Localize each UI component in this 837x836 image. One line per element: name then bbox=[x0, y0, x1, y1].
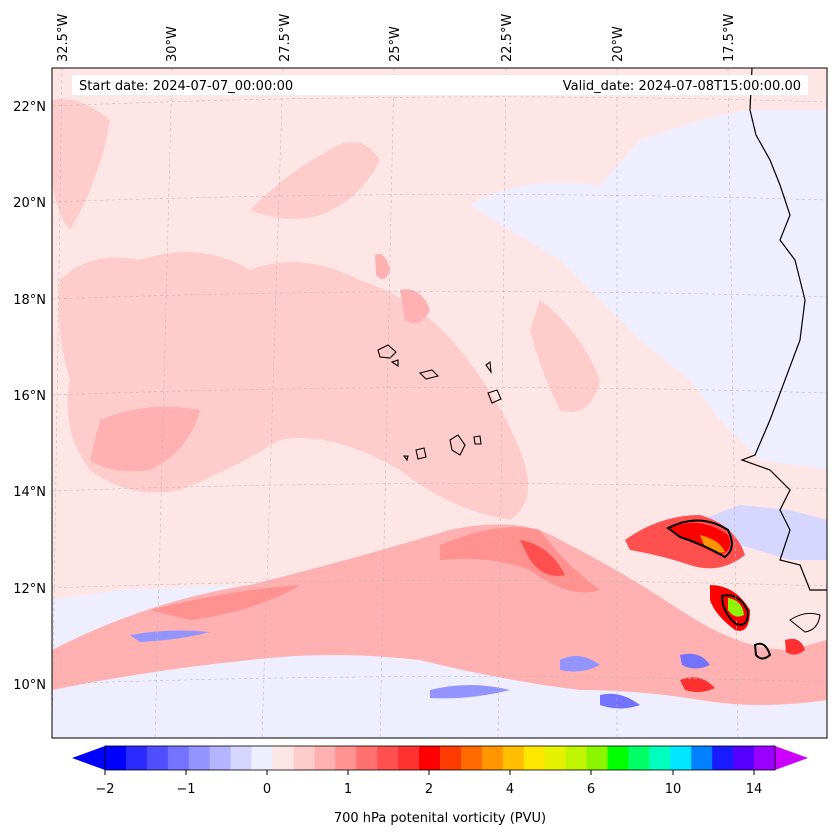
colorbar-bin bbox=[105, 746, 127, 770]
colorbar-bin bbox=[209, 746, 231, 770]
lon-tick-25w: 25°W bbox=[388, 26, 403, 62]
pv-southern-band-core-central bbox=[440, 527, 600, 593]
colorbar-bin bbox=[586, 746, 608, 770]
colorbar-bin bbox=[314, 746, 336, 770]
cb-tick-label: 1 bbox=[344, 782, 352, 797]
colorbar-bin bbox=[335, 746, 357, 770]
pv-weak-positive-north bbox=[250, 142, 380, 219]
colorbar: −2 −1 0 1 2 4 6 10 14 700 hPa potenital … bbox=[72, 745, 808, 826]
bijagos-islands bbox=[789, 612, 821, 633]
pv-very-strong-core-north bbox=[700, 535, 725, 553]
pv-southern-band-max bbox=[520, 540, 565, 576]
colorbar-bin bbox=[419, 746, 441, 770]
pv-negative-region-east bbox=[470, 110, 827, 470]
colorbar-bin bbox=[188, 746, 210, 770]
start-date-label: Start date: 2024-07-07_00:00:00 bbox=[79, 79, 293, 94]
colorbar-bin bbox=[670, 746, 692, 770]
lat-tick-20n: 20°N bbox=[13, 196, 46, 211]
lon-tick-27-5w: 27.5°W bbox=[278, 14, 293, 62]
lat-tick-10n: 10°N bbox=[13, 678, 46, 693]
colorbar-bin bbox=[251, 746, 273, 770]
cb-tick-label: 6 bbox=[587, 782, 595, 797]
cb-tick-label: 14 bbox=[746, 782, 763, 797]
colorbar-bin bbox=[691, 746, 713, 770]
lon-tick-30w: 30°W bbox=[165, 26, 180, 62]
pv-strong-patch-coast bbox=[785, 638, 805, 655]
colorbar-bin bbox=[712, 746, 734, 770]
colorbar-bins bbox=[105, 746, 776, 770]
africa-coastline bbox=[740, 68, 827, 591]
cb-tick-label: 10 bbox=[665, 782, 682, 797]
pv-negative-streak-1 bbox=[130, 630, 210, 642]
pv-moderate-positive-small bbox=[375, 254, 390, 279]
valid-date-label: Valid_date: 2024-07-08T15:00:00.00 bbox=[563, 79, 801, 94]
colorbar-ticks bbox=[104, 770, 755, 775]
pv-contour-south bbox=[720, 594, 750, 626]
longitude-tick-labels: 32.5°W 30°W 27.5°W 25°W 22.5°W 20°W 17.5… bbox=[56, 14, 737, 62]
lat-tick-22n: 22°N bbox=[13, 100, 46, 115]
cape-verde-islands bbox=[377, 344, 502, 462]
pv-moderate-positive-islands bbox=[400, 289, 430, 324]
colorbar-bin bbox=[146, 746, 169, 770]
lon-tick-20w: 20°W bbox=[611, 26, 626, 62]
cb-tick-label: 4 bbox=[506, 782, 514, 797]
colorbar-bin bbox=[167, 746, 190, 770]
pv-negative-streak-4 bbox=[560, 656, 600, 672]
cb-tick-label: −1 bbox=[176, 782, 195, 797]
pv-negative-patch-coast bbox=[700, 505, 827, 560]
pv-strong-patch-south bbox=[680, 677, 715, 693]
pv-negative-streak-5 bbox=[680, 653, 710, 669]
colorbar-outline bbox=[104, 745, 776, 771]
colorbar-bin bbox=[733, 746, 755, 770]
lon-tick-22-5w: 22.5°W bbox=[500, 14, 515, 62]
colorbar-bin bbox=[607, 746, 629, 770]
lon-tick-32-5w: 32.5°W bbox=[56, 14, 71, 62]
lat-tick-18n: 18°N bbox=[13, 293, 46, 308]
pv-southern-band-core-west bbox=[150, 585, 300, 620]
colorbar-bin bbox=[460, 746, 483, 770]
colorbar-bin bbox=[544, 746, 566, 770]
lat-tick-14n: 14°N bbox=[13, 485, 46, 500]
pv-extreme-core-south bbox=[728, 598, 744, 617]
lon-tick-17-5w: 17.5°W bbox=[722, 14, 737, 62]
colorbar-bin bbox=[523, 746, 545, 770]
latitude-tick-labels: 22°N 20°N 18°N 16°N 14°N 12°N 10°N bbox=[13, 100, 46, 693]
colorbar-bin bbox=[481, 746, 504, 770]
pv-weak-positive-central bbox=[530, 300, 600, 412]
map-panel bbox=[52, 68, 827, 738]
header-box bbox=[72, 75, 808, 95]
lat-tick-16n: 16°N bbox=[13, 389, 46, 404]
colorbar-bin bbox=[230, 746, 252, 770]
colorbar-bin bbox=[377, 746, 399, 770]
colorbar-bin bbox=[628, 746, 650, 770]
cb-tick-label: 0 bbox=[263, 782, 271, 797]
lat-tick-12n: 12°N bbox=[13, 582, 46, 597]
colorbar-bin bbox=[293, 746, 315, 770]
pv-contour-north bbox=[666, 519, 733, 559]
colorbar-bin bbox=[754, 746, 776, 770]
colorbar-bin bbox=[272, 746, 294, 770]
pv-contour-small bbox=[753, 642, 772, 660]
pv-negative-streak-2 bbox=[430, 685, 510, 699]
map-frame bbox=[51, 67, 828, 739]
colorbar-extend-high bbox=[775, 746, 808, 770]
pv-southern-band bbox=[52, 524, 827, 705]
colorbar-tick-labels: −2 −1 0 1 2 4 6 10 14 bbox=[95, 782, 762, 797]
pv-moderate-positive-west bbox=[90, 406, 200, 472]
colorbar-bin bbox=[398, 746, 420, 770]
colorbar-bin bbox=[440, 746, 462, 770]
graticule bbox=[52, 68, 827, 738]
colorbar-extend-low bbox=[72, 746, 105, 770]
colorbar-title: 700 hPa potenital vorticity (PVU) bbox=[334, 811, 546, 826]
colorbar-bin bbox=[502, 746, 525, 770]
colorbar-bin bbox=[649, 746, 671, 770]
colorbar-bin bbox=[565, 746, 587, 770]
pv-weak-positive-northwest bbox=[52, 99, 110, 231]
cb-tick-label: 2 bbox=[425, 782, 433, 797]
colorbar-bin bbox=[125, 746, 148, 770]
pv-negative-streak-3 bbox=[600, 693, 640, 709]
cb-tick-label: −2 bbox=[95, 782, 114, 797]
colorbar-bin bbox=[356, 746, 378, 770]
